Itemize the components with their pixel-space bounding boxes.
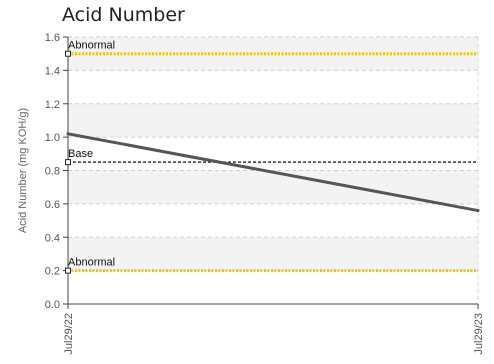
y-tick-label: 1.0 [45,132,60,144]
reference-label: Base [68,148,93,160]
y-tick-label: 1.6 [45,32,60,44]
chart-title: Acid Number [62,4,185,26]
series-line [66,132,480,213]
y-axis-label: Acid Number (mg KOH/g) [17,108,29,233]
plot-band [68,103,478,138]
y-tick-label: 0.4 [45,232,60,244]
reference-marker [65,267,71,274]
y-tick-label: 0.8 [45,166,60,178]
y-tick-label: 1.4 [45,65,60,77]
x-tick-label: Jul29/22 [63,313,75,355]
y-tick-label: 0.2 [45,266,60,278]
data-point [66,132,70,136]
x-tick-label: Jul29/23 [473,313,485,355]
y-tick-label: 0.0 [45,299,60,311]
plot-band [68,237,478,271]
reference-marker [65,159,71,166]
y-tick-label: 1.2 [45,99,60,111]
reference-label: Abnormal [68,257,115,269]
data-point [476,209,480,213]
reference-label: Abnormal [68,40,115,52]
reference-marker [65,50,71,57]
y-tick-label: 0.6 [45,199,60,211]
